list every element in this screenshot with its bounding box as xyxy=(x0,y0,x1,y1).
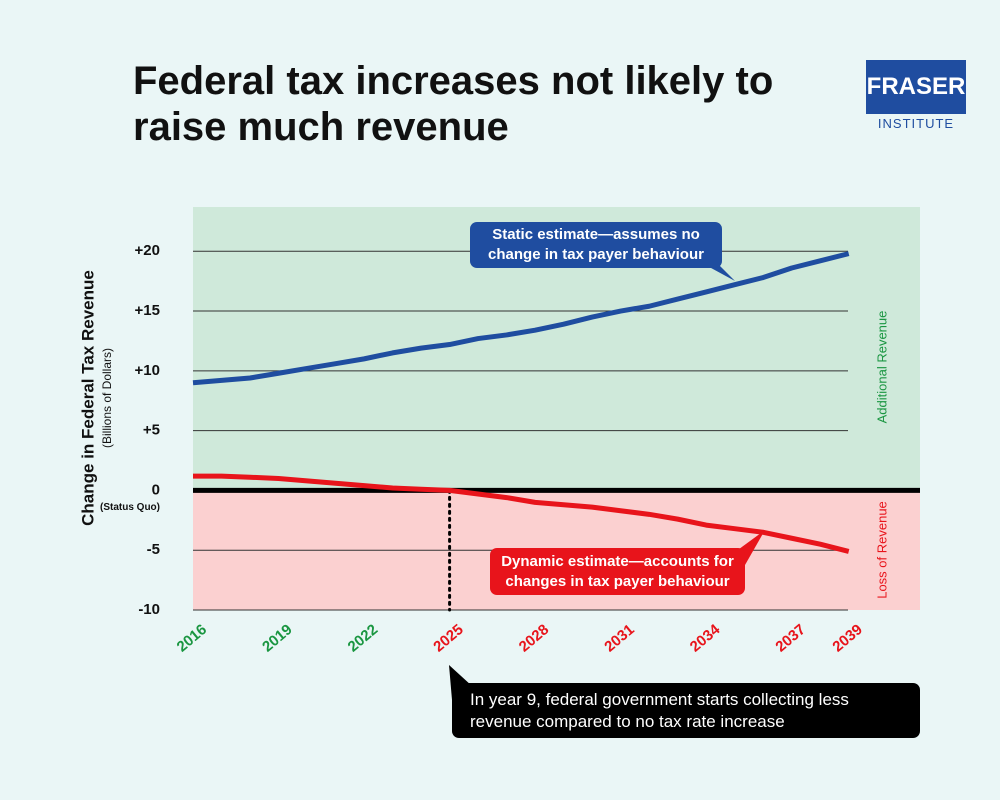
x-tick-label: 2019 xyxy=(259,621,295,655)
series-callout: Dynamic estimate—accounts for changes in… xyxy=(490,548,745,595)
y-axis-label: Change in Federal Tax Revenue xyxy=(78,270,97,526)
x-tick-label: 2025 xyxy=(430,621,466,655)
region-label: Loss of Revenue xyxy=(874,501,889,599)
x-tick-label: 2028 xyxy=(516,621,552,655)
y-tick-label: -10 xyxy=(138,601,160,618)
series-line xyxy=(193,473,850,554)
annotation: In year 9, federal government starts col… xyxy=(452,683,920,738)
logo: FRASER xyxy=(866,60,966,114)
y-tick-label: +15 xyxy=(135,302,160,319)
x-tick-label: 2037 xyxy=(772,621,808,655)
x-tick-label: 2022 xyxy=(345,621,381,655)
y-tick-label: +5 xyxy=(143,422,160,439)
x-tick-label: 2016 xyxy=(174,621,210,655)
x-tick-label: 2039 xyxy=(829,621,865,655)
region-label: Additional Revenue xyxy=(874,311,889,424)
x-tick-label: 2031 xyxy=(601,621,637,655)
series-line xyxy=(192,251,850,386)
y-tick-label: -5 xyxy=(147,541,160,558)
y-axis-sublabel: (Billions of Dollars) xyxy=(100,348,114,448)
chart-title: Federal tax increases not likely to rais… xyxy=(133,59,774,149)
y-tick-label: +10 xyxy=(135,362,160,379)
zero-note: (Status Quo) xyxy=(100,502,160,513)
y-tick-label: 0 xyxy=(152,481,160,498)
logo-subtitle: INSTITUTE xyxy=(877,116,955,131)
y-tick-label: +20 xyxy=(135,242,160,259)
series-callout: Static estimate—assumes no change in tax… xyxy=(470,222,722,268)
x-tick-label: 2034 xyxy=(687,621,724,656)
